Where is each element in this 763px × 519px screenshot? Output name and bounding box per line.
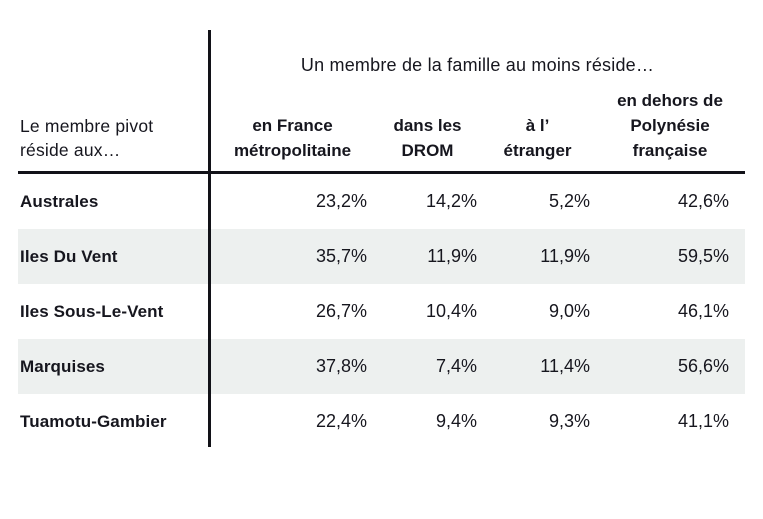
row-label: Marquises	[20, 356, 105, 376]
cell-value: 37,8%	[315, 356, 367, 376]
cell-value: 26,7%	[315, 301, 367, 321]
row-label: Iles Du Vent	[20, 246, 118, 266]
cell-value: 14,2%	[425, 191, 477, 211]
table-row-marquises: Marquises 37,8% 7,4% 11,4% 56,6%	[18, 339, 745, 394]
column-header-france-metropolitaine: en France métropolitaine	[233, 116, 352, 160]
cell-value: 42,6%	[677, 191, 729, 211]
table-row-australes: Australes 23,2% 14,2% 5,2% 42,6%	[18, 174, 745, 229]
cell-value: 9,4%	[435, 411, 477, 431]
cell-value: 11,4%	[540, 356, 590, 376]
row-header-label: Le membre pivot réside aux…	[20, 116, 154, 160]
row-label: Iles Sous-Le-Vent	[20, 301, 164, 321]
cell-value: 22,4%	[315, 411, 367, 431]
cell-value: 11,9%	[540, 246, 590, 266]
row-label: Tuamotu-Gambier	[20, 411, 167, 431]
cell-value: 9,0%	[548, 301, 590, 321]
table-row-iles-sous-le-vent: Iles Sous-Le-Vent 26,7% 10,4% 9,0% 46,1%	[18, 284, 745, 339]
header-separator-line	[18, 171, 745, 174]
cell-value: 11,9%	[427, 246, 477, 266]
cell-value: 46,1%	[677, 301, 729, 321]
cell-value: 7,4%	[435, 356, 477, 376]
cell-value: 59,5%	[677, 246, 729, 266]
column-header-drom: dans les DROM	[393, 116, 462, 160]
vertical-divider-line	[208, 30, 211, 447]
table-row-iles-du-vent: Iles Du Vent 35,7% 11,9% 11,9% 59,5%	[18, 229, 745, 284]
row-label: Australes	[20, 191, 99, 211]
column-group-header: Un membre de la famille au moins réside…	[300, 55, 655, 75]
cell-value: 9,3%	[548, 411, 590, 431]
cell-value: 56,6%	[677, 356, 729, 376]
column-header-etranger: à l’ étranger	[503, 116, 572, 160]
cell-value: 35,7%	[315, 246, 367, 266]
column-header-hors-polynesie: en dehors de Polynésie française	[617, 91, 723, 160]
cell-value: 10,4%	[425, 301, 477, 321]
family-residence-table: Le membre pivot réside aux… Un membre de…	[18, 30, 745, 449]
cell-value: 5,2%	[548, 191, 590, 211]
cell-value: 41,1%	[677, 411, 729, 431]
table-row-tuamotu-gambier: Tuamotu-Gambier 22,4% 9,4% 9,3% 41,1%	[18, 394, 745, 449]
cell-value: 23,2%	[315, 191, 367, 211]
